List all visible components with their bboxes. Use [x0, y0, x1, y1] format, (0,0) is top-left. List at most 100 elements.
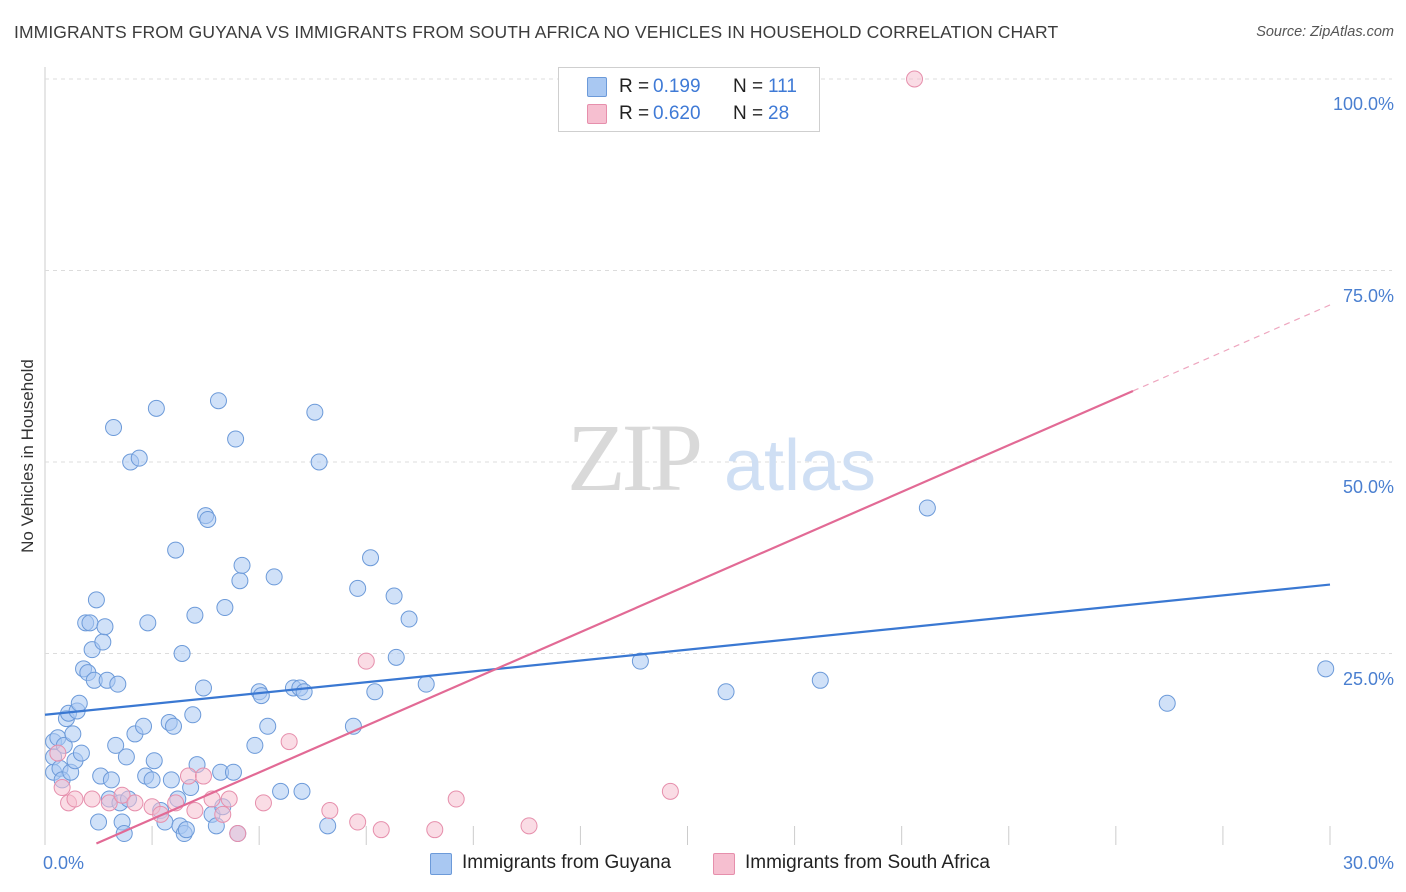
guyana-point [135, 717, 153, 735]
south-africa-point [906, 70, 924, 88]
guyana-point [130, 449, 148, 467]
guyana-point [293, 782, 311, 800]
legend-n-value: 111 [768, 76, 797, 97]
south-africa-point [661, 782, 679, 800]
south-africa-point [49, 744, 67, 762]
guyana-point [96, 618, 114, 636]
guyana-point [143, 771, 161, 789]
guyana-point [177, 821, 195, 839]
x-tick-max: 30.0% [1342, 853, 1394, 873]
guyana-point [194, 679, 212, 697]
south-africa-legend-label: Immigrants from South Africa [745, 852, 990, 873]
south-africa-point [83, 790, 101, 808]
guyana-point [107, 736, 125, 754]
guyana-point [94, 633, 112, 651]
south-africa-point [426, 821, 444, 839]
guyana-point [162, 771, 180, 789]
y-tick-label: 100.0% [1332, 94, 1394, 114]
grid-layer [44, 67, 1392, 845]
south-africa-point [66, 790, 84, 808]
guyana-trend-line [44, 583, 1331, 716]
south-africa-point [126, 794, 144, 812]
south-africa-point [179, 767, 197, 785]
south-africa-point [186, 802, 204, 820]
guyana-legend-label: Immigrants from Guyana [462, 852, 672, 873]
guyana-point [259, 717, 277, 735]
x-tick-min: 0.0% [43, 853, 85, 873]
guyana-point [310, 453, 328, 471]
south-africa-point [53, 779, 71, 797]
guyana-swatch [587, 77, 607, 97]
south-africa-point [194, 767, 212, 785]
chart-source: Source: ZipAtlas.com [1256, 24, 1394, 40]
guyana-legend-swatch [430, 853, 452, 875]
y-tick-label: 25.0% [1342, 668, 1394, 689]
guyana-point [811, 671, 829, 689]
south-africa-point [214, 805, 232, 823]
guyana-point [233, 556, 251, 574]
south-africa-swatch [587, 104, 607, 124]
guyana-point [918, 499, 936, 517]
guyana-point [295, 683, 313, 701]
south-africa-point [280, 733, 298, 751]
guyana-point [265, 568, 283, 586]
guyana-point [109, 675, 127, 693]
guyana-point [1317, 660, 1335, 678]
south-africa-point [229, 825, 247, 843]
guyana-point [165, 717, 182, 735]
guyana-point [209, 392, 227, 410]
guyana-point [246, 736, 264, 754]
guyana-point [385, 587, 403, 605]
guyana-point [72, 744, 90, 762]
guyana-point [231, 572, 249, 590]
legend-r-value: 0.620 [653, 103, 701, 124]
legend-n-label: N = [733, 76, 764, 97]
guyana-point [147, 399, 165, 417]
guyana-point [252, 687, 270, 705]
guyana-point [145, 752, 163, 770]
guyana-point [70, 694, 88, 712]
watermark-atlas: atlas [724, 426, 876, 506]
south-africa-point [349, 813, 367, 831]
correlation-legend: R = 0.199 N = 111 R = 0.620 N = 28 [558, 67, 820, 132]
guyana-point [139, 614, 157, 632]
south-africa-trend-line-extension [1132, 304, 1331, 392]
legend-r-label: R = [619, 103, 650, 124]
legend-r-value: 0.199 [653, 76, 701, 97]
guyana-point [417, 675, 435, 693]
guyana-point [631, 652, 649, 670]
guyana-point [224, 763, 242, 781]
guyana-point [105, 419, 123, 437]
guyana-point [306, 403, 324, 421]
south-africa-trend-line [95, 389, 1134, 845]
south-africa-point [372, 821, 390, 839]
south-africa-point [520, 817, 538, 835]
south-africa-point [321, 802, 339, 820]
watermark-zip: ZIP [567, 404, 700, 511]
guyana-point [102, 771, 120, 789]
guyana-point [227, 430, 245, 448]
guyana-point [349, 579, 367, 597]
legend-n-label: N = [733, 103, 764, 124]
y-tick-label: 75.0% [1342, 285, 1394, 306]
legend-n-value: 28 [768, 103, 790, 124]
guyana-point [184, 706, 202, 724]
south-africa-point [357, 652, 375, 670]
guyana-point [717, 683, 735, 701]
south-africa-legend-swatch [713, 853, 735, 875]
south-africa-point [100, 794, 118, 812]
y-tick-label: 50.0% [1342, 477, 1394, 497]
guyana-point [167, 541, 185, 559]
guyana-point [387, 648, 405, 666]
guyana-point [87, 591, 105, 609]
chart-title: IMMIGRANTS FROM GUYANA VS IMMIGRANTS FRO… [14, 22, 1059, 42]
guyana-point [1158, 694, 1176, 712]
watermark: ZIP atlas [567, 404, 876, 511]
south-africa-point [113, 786, 131, 804]
south-africa-point [220, 790, 238, 808]
guyana-point [81, 614, 99, 632]
guyana-point [90, 813, 108, 831]
guyana-point [173, 645, 191, 662]
guyana-point [64, 725, 82, 743]
